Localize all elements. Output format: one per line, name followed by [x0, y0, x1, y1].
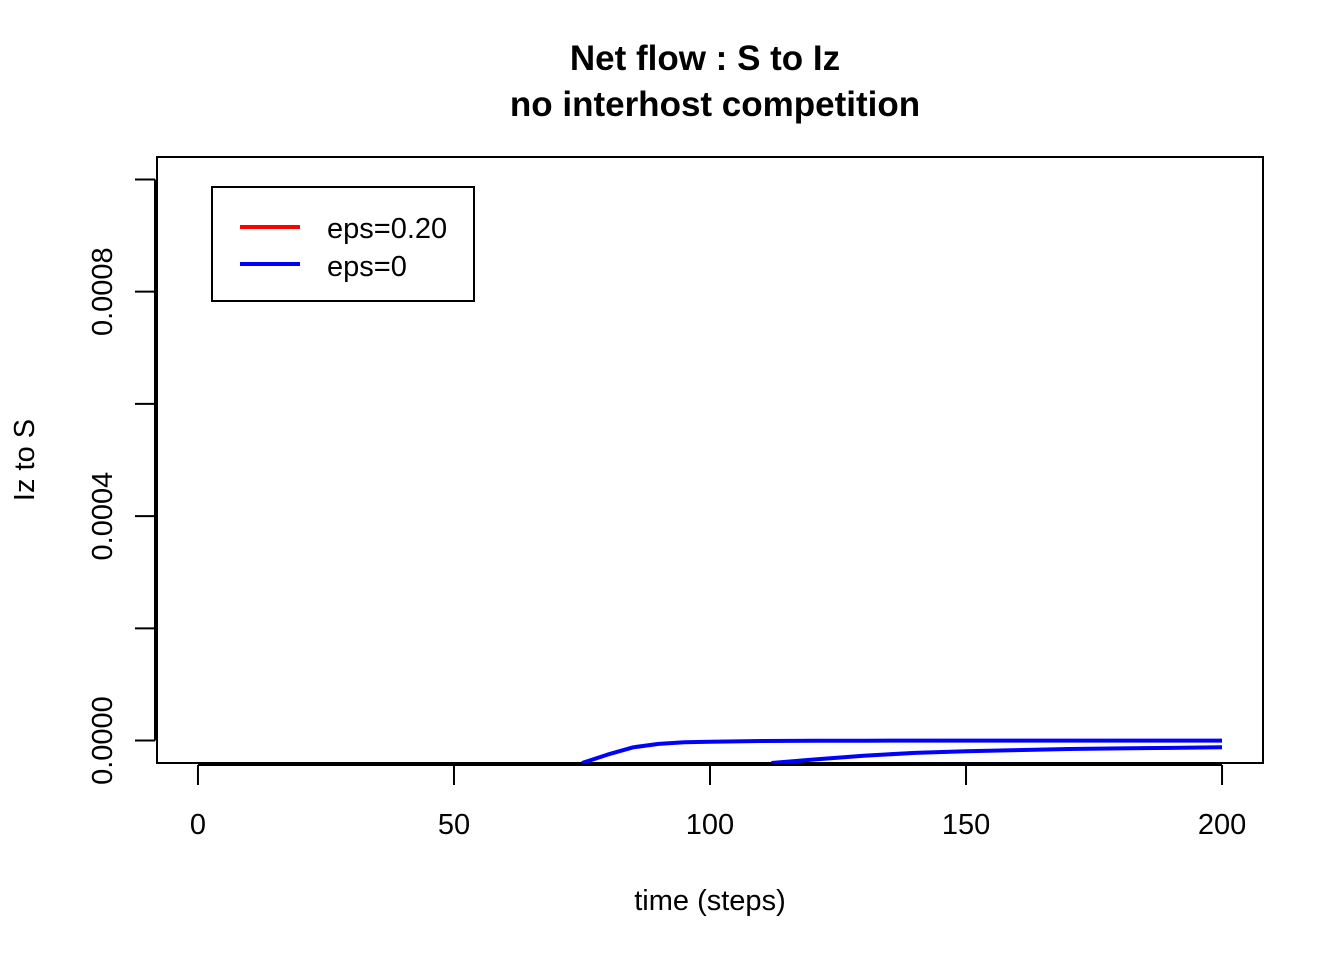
x-axis-label: time (steps): [634, 885, 785, 917]
series-layer: [581, 738, 1223, 763]
x-tick-label: 200: [1198, 809, 1246, 841]
chart-subtitle: no interhost competition: [510, 85, 920, 124]
y-axis-label: Iz to S: [9, 419, 41, 501]
plot-area: [156, 156, 1264, 764]
legend: eps=0.20 eps=0: [211, 186, 475, 302]
x-tick-label: 100: [686, 809, 734, 841]
legend-label-eps-0: eps=0: [327, 251, 407, 283]
y-tick-label: 0.0008: [87, 247, 119, 336]
x-tick-label: 0: [190, 809, 206, 841]
series-line-1: [771, 745, 1223, 763]
chart-title: Net flow : S to Iz: [570, 39, 840, 78]
legend-box: [211, 186, 475, 302]
y-axis: 0.0000 0.0004 0.0008: [87, 178, 156, 785]
y-tick-label: 0.0000: [87, 696, 119, 785]
y-tick-label: 0.0004: [87, 472, 119, 561]
series-line-0: [581, 738, 1222, 763]
x-tick-label: 150: [942, 809, 990, 841]
legend-label-eps-0-20: eps=0.20: [327, 213, 447, 245]
x-tick-label: 50: [438, 809, 470, 841]
x-axis: 0 50 100 150 200: [190, 764, 1246, 841]
